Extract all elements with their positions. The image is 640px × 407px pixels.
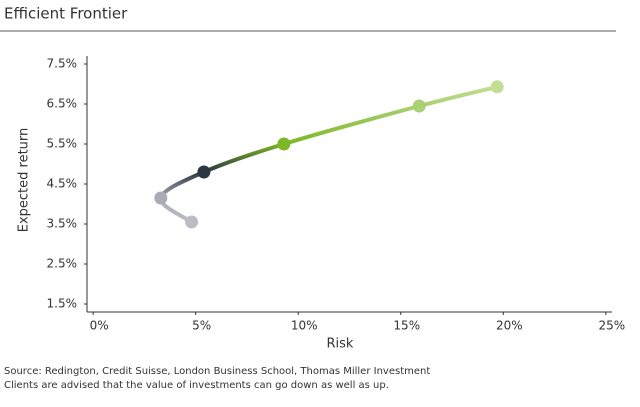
y-tick-label: 3.5% [47, 217, 78, 231]
y-tick-label: 7.5% [47, 57, 78, 71]
x-tick-label: 25% [599, 319, 626, 333]
point [490, 80, 504, 94]
x-tick-label: 10% [291, 319, 318, 333]
x-tick-label: 0% [90, 319, 109, 333]
y-tick-label: 6.5% [47, 97, 78, 111]
y-tick-label: 2.5% [47, 257, 78, 271]
y-axis-label: Expected return [17, 128, 32, 233]
x-tick-label: 20% [496, 319, 523, 333]
point [185, 215, 199, 229]
y-tick-label: 5.5% [47, 137, 78, 151]
y-tick-label: 4.5% [47, 177, 78, 191]
point [154, 191, 168, 205]
point [412, 99, 426, 113]
point [197, 165, 211, 179]
y-tick-label: 1.5% [47, 297, 78, 311]
x-axis-label: Risk [327, 337, 354, 352]
footnote: Clients are advised that the value of in… [4, 380, 389, 391]
point [277, 137, 291, 151]
x-tick-label: 5% [192, 319, 211, 333]
frontier-line [158, 84, 500, 224]
footnote: Source: Redington, Credit Suisse, London… [4, 366, 430, 377]
chart-title: Efficient Frontier [4, 5, 128, 23]
x-tick-label: 15% [393, 319, 420, 333]
